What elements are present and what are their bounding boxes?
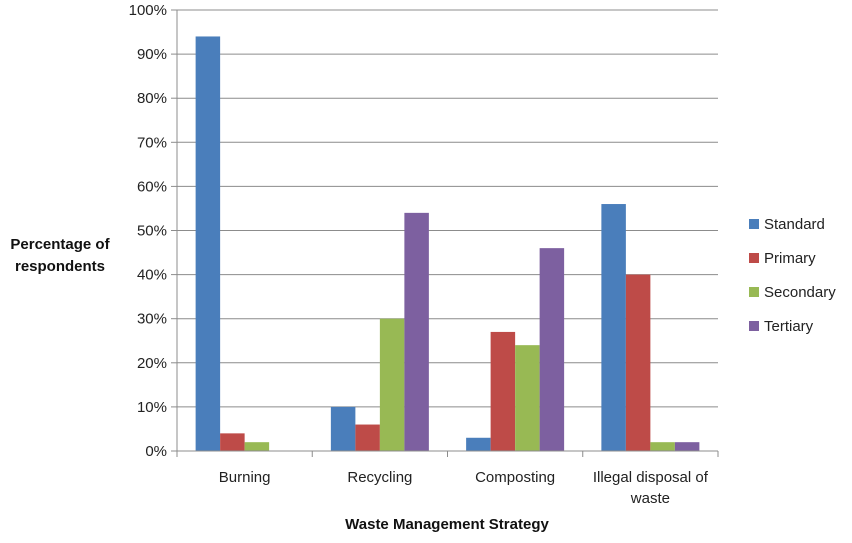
y-tick-label: 80% [137,90,167,107]
legend-label-primary: Primary [764,250,816,267]
labels: 0% 10% 20% 30% 40% 50% 60% 70% 80% 90% 100% Burning… [10,2,708,533]
y-axis-title: respondents [15,258,105,275]
legend-swatch-tertiary [749,321,759,331]
bar-secondary-0 [244,442,270,451]
gridlines [177,9,718,408]
x-category-label: Composting [475,469,555,486]
y-tick-label: 30% [137,311,167,328]
axes [171,9,719,457]
y-axis-title: Percentage of [10,236,110,253]
bar-standard-1 [330,406,356,451]
bar-standard-0 [195,36,221,452]
bars [195,36,700,452]
bar-primary-1 [355,424,380,451]
bar-secondary-2 [515,345,540,451]
y-tick-label: 70% [137,134,167,151]
bar-tertiary-2 [539,248,565,451]
bar-tertiary-3 [674,442,700,451]
bar-primary-0 [220,433,245,451]
y-tick-label: 60% [137,178,167,195]
legend-label-secondary: Secondary [764,284,836,301]
bar-tertiary-1 [404,212,429,451]
x-axis-title: Waste Management Strategy [345,516,549,533]
y-tick-label: 50% [137,223,167,240]
y-tick-label: 40% [137,267,167,284]
x-category-label: Recycling [347,469,412,486]
bar-standard-2 [466,437,491,451]
legend-swatch-standard [749,219,759,229]
bar-secondary-1 [379,318,405,451]
bar-primary-3 [625,274,651,451]
y-tick-label: 0% [145,443,167,460]
x-category-label: waste [630,490,670,507]
bar-primary-2 [490,331,516,451]
y-tick-label: 100% [129,2,167,19]
legend: Standard Primary Secondary Tertiary [749,216,836,335]
legend-swatch-primary [749,253,759,263]
x-category-label: Burning [219,469,271,486]
bar-secondary-3 [650,442,675,451]
y-tick-label: 90% [137,46,167,63]
legend-swatch-secondary [749,287,759,297]
x-category-label: Illegal disposal of [593,469,709,486]
legend-label-tertiary: Tertiary [764,318,814,335]
legend-label-standard: Standard [764,216,825,233]
y-tick-label: 20% [137,355,167,372]
bar-standard-3 [601,204,626,451]
y-tick-label: 10% [137,399,167,416]
